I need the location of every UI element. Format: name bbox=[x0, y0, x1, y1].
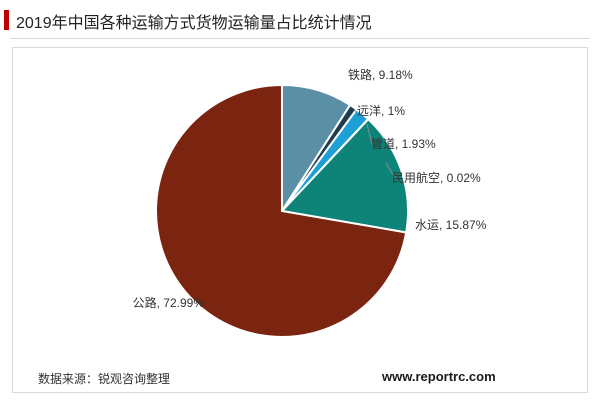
source-note: 数据来源：锐观咨询整理 bbox=[38, 372, 171, 386]
slice-label-6: 公路, 72.99% bbox=[133, 295, 205, 310]
leader-line-2 bbox=[353, 109, 359, 114]
pie-slice-5 bbox=[279, 117, 409, 234]
title-divider bbox=[10, 38, 590, 39]
slice-label-2: 远洋, 1% bbox=[357, 103, 405, 118]
website-label: www.reportrc.com bbox=[382, 369, 496, 384]
chart-frame bbox=[12, 47, 588, 393]
slice-label-3: 管道, 1.93% bbox=[371, 136, 436, 151]
slice-label-5: 水运, 15.87% bbox=[415, 218, 487, 232]
leader-line-4 bbox=[385, 162, 396, 179]
leader-line-3 bbox=[366, 123, 373, 145]
title-accent-bar bbox=[4, 10, 9, 30]
slice-label-1: 铁路, 9.18% bbox=[348, 67, 413, 82]
page-title: 2019年中国各种运输方式货物运输量占比统计情况 bbox=[16, 15, 372, 32]
pie-slice-6 bbox=[155, 83, 408, 338]
slice-label-4: 民用航空, 0.02% bbox=[392, 170, 481, 185]
